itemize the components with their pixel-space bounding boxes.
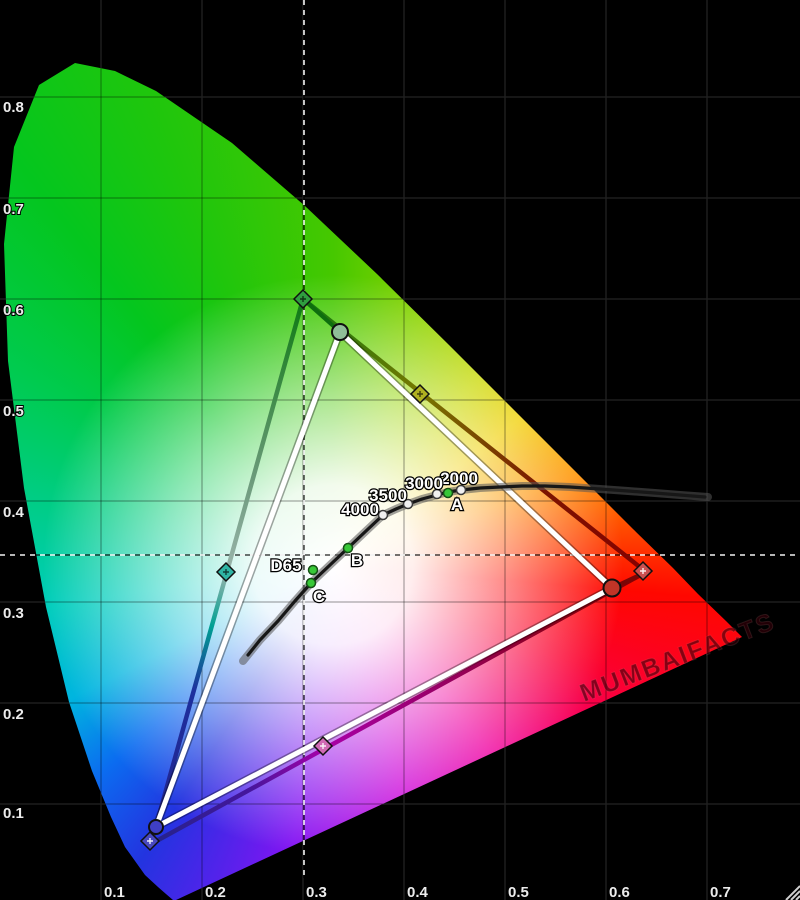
label-illuminant-c: C bbox=[313, 587, 325, 606]
y-tick-0.1: 0.1 bbox=[3, 805, 24, 822]
x-tick-0.2: 0.2 bbox=[205, 884, 226, 900]
measured-green-circle bbox=[331, 323, 349, 341]
diamond-cross-glyphs-light bbox=[147, 568, 646, 844]
marker-3500k bbox=[402, 498, 414, 510]
y-axis-ticks: 0.8 0.7 0.6 0.5 0.4 0.3 0.2 0.1 bbox=[2, 98, 26, 823]
label-3000k: 3000 bbox=[405, 474, 443, 493]
x-axis-ticks: 0.1 0.2 0.3 0.4 0.5 0.6 0.7 bbox=[103, 883, 732, 900]
y-tick-0.8: 0.8 bbox=[3, 99, 24, 116]
resize-grip-icon[interactable] bbox=[785, 885, 800, 900]
measured-markers bbox=[148, 323, 622, 835]
x-tick-0.4: 0.4 bbox=[407, 884, 429, 900]
y-tick-0.6: 0.6 bbox=[3, 302, 24, 319]
marker-illuminant-a bbox=[442, 487, 454, 499]
marker-illuminant-b bbox=[342, 542, 354, 554]
y-tick-0.5: 0.5 bbox=[3, 403, 24, 420]
blackbody-markers bbox=[377, 484, 467, 521]
y-tick-0.2: 0.2 bbox=[3, 706, 24, 723]
x-tick-0.1: 0.1 bbox=[104, 884, 125, 900]
measured-blue-circle bbox=[148, 819, 164, 835]
x-tick-0.3: 0.3 bbox=[306, 884, 327, 900]
label-illuminant-d65: D65 bbox=[270, 556, 301, 575]
watermark-text: MUMBAIFACTS bbox=[576, 607, 779, 707]
x-tick-0.6: 0.6 bbox=[609, 884, 630, 900]
marker-illuminant-d65 bbox=[307, 564, 319, 576]
measured-red-circle bbox=[602, 578, 622, 598]
label-illuminant-a: A bbox=[451, 495, 463, 514]
label-4000k: 4000 bbox=[341, 500, 379, 519]
reference-edge-green-red bbox=[300, 296, 649, 575]
x-tick-0.7: 0.7 bbox=[710, 884, 731, 900]
marker-2000k bbox=[455, 484, 467, 496]
x-tick-0.5: 0.5 bbox=[508, 884, 529, 900]
y-tick-0.7: 0.7 bbox=[3, 201, 24, 218]
reference-edge-blue-red bbox=[148, 569, 649, 847]
marker-3000k bbox=[431, 488, 443, 500]
measured-triangle bbox=[148, 324, 619, 836]
illuminant-markers bbox=[305, 487, 454, 589]
label-2000k: 2000 bbox=[440, 469, 478, 488]
target-markers bbox=[139, 288, 654, 852]
marker-illuminant-c bbox=[305, 577, 317, 589]
y-tick-0.3: 0.3 bbox=[3, 605, 24, 622]
crosshair bbox=[0, 0, 800, 878]
diamond-cross-glyphs bbox=[223, 296, 423, 575]
marker-4000k bbox=[377, 509, 389, 521]
label-3500k: 3500 bbox=[369, 486, 407, 505]
label-illuminant-b: B bbox=[351, 551, 363, 570]
point-labels: 2000 3000 3500 4000 A B C D65 bbox=[269, 468, 479, 608]
y-tick-0.4: 0.4 bbox=[3, 504, 25, 521]
measured-triangle-outline bbox=[151, 327, 617, 833]
